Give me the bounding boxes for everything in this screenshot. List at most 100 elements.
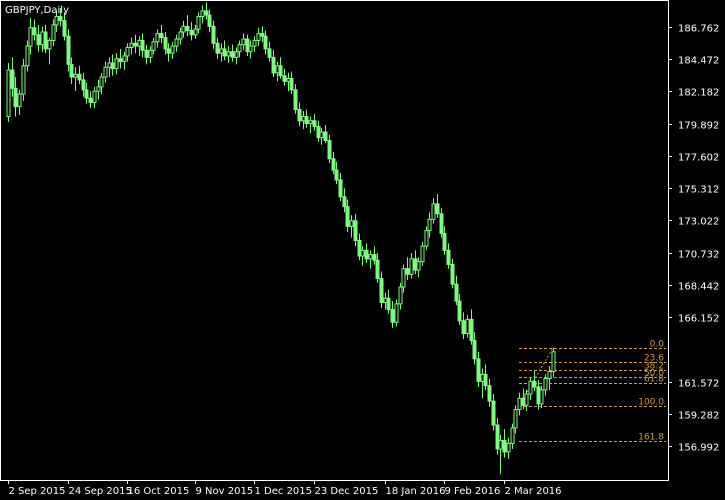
y-tick-label: 173.022 xyxy=(678,217,719,228)
fib-level-label: 50.0 xyxy=(644,369,664,379)
candle xyxy=(133,34,138,54)
candle-body xyxy=(96,86,101,92)
candle-body xyxy=(122,55,127,63)
y-tick-label: 170.732 xyxy=(678,250,719,261)
candle-body xyxy=(66,35,71,65)
candle xyxy=(312,113,317,131)
y-tick-label: 156.992 xyxy=(678,443,719,454)
candle-body xyxy=(435,203,440,215)
candle xyxy=(483,364,488,390)
candle-body xyxy=(51,24,56,41)
plot-frame xyxy=(0,0,669,481)
candle-body xyxy=(204,10,209,16)
candle-body xyxy=(551,351,556,373)
candle-body xyxy=(207,14,212,27)
candle-body xyxy=(13,87,18,108)
candle xyxy=(360,246,365,266)
candle-body xyxy=(357,240,362,257)
candle-body xyxy=(54,15,59,26)
candle xyxy=(398,282,403,310)
candle xyxy=(222,40,227,61)
candle xyxy=(442,226,447,255)
x-tick-label: 2 Mar 2016 xyxy=(505,486,562,497)
candle-body xyxy=(263,35,268,50)
candle-body xyxy=(483,373,488,387)
candle-body xyxy=(237,44,242,53)
candle-body xyxy=(379,278,384,303)
candle xyxy=(92,86,97,109)
candle-body xyxy=(248,45,253,53)
candle xyxy=(114,53,119,75)
candle-body xyxy=(245,38,250,53)
candle xyxy=(420,241,425,266)
candle xyxy=(427,212,432,238)
candle-body xyxy=(84,89,89,99)
candle xyxy=(375,253,380,283)
candle xyxy=(345,199,350,233)
candle-body xyxy=(319,131,324,139)
candle xyxy=(62,12,67,41)
candle-body xyxy=(539,389,544,405)
candle xyxy=(234,47,239,65)
candle-body xyxy=(349,220,354,227)
candle-body xyxy=(77,73,82,81)
candle-body xyxy=(6,69,11,118)
candle xyxy=(196,12,201,34)
candle-body xyxy=(308,120,313,125)
candle-body xyxy=(420,245,425,263)
candle-body xyxy=(36,34,41,46)
candle xyxy=(524,389,529,411)
candle xyxy=(25,40,30,72)
candle xyxy=(338,172,343,202)
y-tick-label: 182.182 xyxy=(678,88,719,99)
candle xyxy=(435,194,440,218)
candle-body xyxy=(442,232,447,251)
candle-body xyxy=(170,45,175,54)
candle xyxy=(297,102,302,127)
candle xyxy=(439,208,444,238)
candle-body xyxy=(398,286,403,305)
candle-body xyxy=(159,32,164,39)
candle-body xyxy=(457,300,462,322)
x-tick-label: 1 Dec 2015 xyxy=(255,486,313,497)
candle-body xyxy=(353,220,358,242)
candle xyxy=(450,258,455,289)
fibonacci-retracement[interactable]: 0.0 23.638.250.061.8 100.0 161.8 xyxy=(518,340,666,443)
candle xyxy=(237,40,242,58)
candle xyxy=(476,351,481,388)
candle xyxy=(461,312,466,340)
candle xyxy=(267,41,272,62)
candle xyxy=(69,57,74,85)
candle xyxy=(13,77,18,117)
y-tick-label: 175.312 xyxy=(678,185,719,196)
candle-body xyxy=(155,32,160,43)
candle xyxy=(178,27,183,45)
candle xyxy=(118,48,123,69)
x-tick-label: 2 Sep 2015 xyxy=(9,486,66,497)
candle-body xyxy=(25,45,30,67)
candle-body xyxy=(144,49,149,58)
candle-body xyxy=(293,89,298,110)
candle-body xyxy=(230,51,235,58)
candle xyxy=(327,134,332,164)
candle-body xyxy=(364,249,369,260)
candle-body xyxy=(193,28,198,36)
candle xyxy=(431,198,436,224)
candle xyxy=(204,2,209,20)
y-axis: 186.762 184.472 182.182 179.892 177.602 175.3… xyxy=(668,24,719,454)
candle xyxy=(207,9,212,32)
candle-body xyxy=(256,32,261,41)
candle xyxy=(465,315,470,338)
candle xyxy=(84,82,89,104)
candle xyxy=(21,58,26,102)
candle xyxy=(189,22,194,41)
y-tick-label: 168.442 xyxy=(678,282,719,293)
candle-body xyxy=(148,49,153,58)
candle-body xyxy=(69,63,74,78)
candle xyxy=(364,243,369,264)
candle-body xyxy=(17,93,22,108)
candle-body xyxy=(185,25,190,32)
candle-body xyxy=(439,213,444,234)
candle-body xyxy=(133,42,138,47)
candle xyxy=(469,309,474,345)
